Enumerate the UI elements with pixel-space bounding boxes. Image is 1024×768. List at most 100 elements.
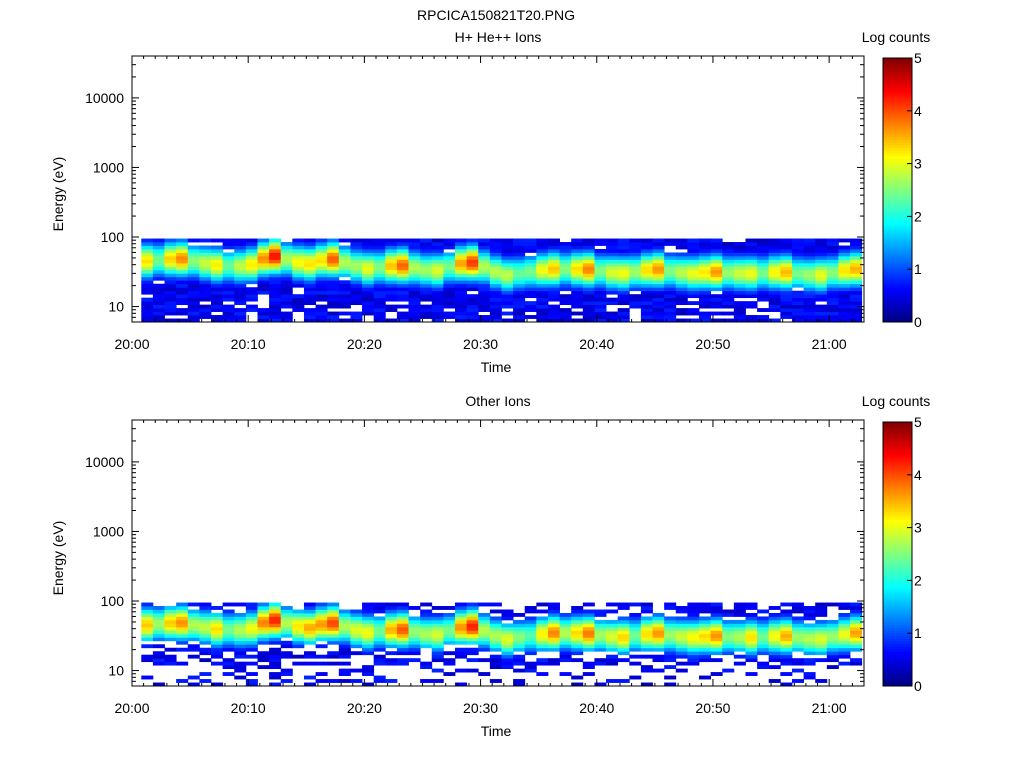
heatmap-cell: [176, 606, 189, 610]
heatmap-cell: [385, 609, 398, 614]
heatmap-cell: [745, 238, 758, 243]
heatmap-cell: [489, 315, 502, 319]
heatmap-cell: [222, 252, 235, 257]
heatmap-cell: [850, 294, 863, 299]
heatmap-cell: [396, 606, 409, 610]
heatmap-cell: [547, 280, 560, 285]
heatmap-cell: [362, 640, 375, 645]
heatmap-cell: [280, 283, 293, 288]
heatmap-cell: [199, 626, 212, 631]
heatmap-cell: [199, 640, 212, 645]
heatmap-cell: [524, 294, 537, 299]
heatmap-cell: [733, 283, 746, 288]
heatmap-cell: [710, 626, 723, 631]
heatmap-cell: [722, 245, 735, 250]
heatmap-cell: [396, 266, 409, 271]
heatmap-cell: [780, 245, 793, 250]
heatmap-cell: [513, 287, 526, 292]
heatmap-cell: [478, 252, 491, 257]
heatmap-cell: [408, 262, 421, 267]
heatmap-cell: [269, 308, 282, 312]
heatmap-cell: [327, 633, 340, 638]
heatmap-cell: [280, 259, 293, 264]
heatmap-cell: [571, 248, 584, 253]
heatmap-cell: [234, 616, 247, 621]
heatmap-cell: [338, 283, 351, 288]
heatmap-cell: [640, 266, 653, 271]
heatmap-cell: [664, 287, 677, 292]
heatmap-cell: [838, 612, 851, 617]
heatmap-cell: [838, 304, 851, 309]
heatmap-cell: [524, 665, 537, 670]
heatmap-cell: [524, 606, 537, 610]
heatmap-cell: [768, 301, 781, 306]
heatmap-cell: [245, 644, 258, 649]
heatmap-cell: [617, 626, 630, 631]
heatmap-cell: [826, 301, 839, 306]
heatmap-cell: [257, 262, 270, 267]
heatmap-cell: [408, 606, 421, 610]
heatmap-cell: [501, 318, 514, 323]
heatmap-cell: [234, 318, 247, 323]
heatmap-cell: [455, 654, 468, 659]
heatmap-cell: [791, 266, 804, 271]
heatmap-cell: [699, 630, 712, 635]
heatmap-cell: [152, 315, 165, 319]
heatmap-cell: [234, 647, 247, 652]
heatmap-cell: [791, 262, 804, 267]
heatmap-cell: [582, 640, 595, 645]
heatmap-cell: [385, 245, 398, 250]
heatmap-cell: [768, 242, 781, 246]
heatmap-cell: [396, 283, 409, 288]
heatmap-cell: [466, 297, 479, 302]
heatmap-cell: [768, 679, 781, 683]
heatmap-cell: [466, 255, 479, 260]
heatmap-cell: [640, 665, 653, 670]
heatmap-cell: [664, 262, 677, 267]
heatmap-cell: [280, 623, 293, 628]
heatmap-cell: [211, 238, 224, 243]
heatmap-cell: [745, 647, 758, 652]
heatmap-cell: [373, 252, 386, 257]
heatmap-cell: [373, 269, 386, 274]
heatmap-cell: [582, 311, 595, 316]
heatmap-cell: [757, 623, 770, 628]
heatmap-cell: [292, 609, 305, 614]
colorbar-segment: [883, 567, 912, 571]
heatmap-cell: [652, 294, 665, 299]
heatmap-cell: [791, 269, 804, 274]
heatmap-cell: [536, 252, 549, 257]
heatmap-cell: [187, 301, 200, 306]
heatmap-cell: [245, 637, 258, 642]
heatmap-cell: [292, 238, 305, 243]
heatmap-cell: [640, 644, 653, 649]
heatmap-cell: [489, 273, 502, 278]
heatmap-cell: [164, 269, 177, 274]
heatmap-cell: [815, 255, 828, 260]
heatmap-cell: [826, 280, 839, 285]
heatmap-cell: [850, 308, 863, 312]
heatmap-cell: [396, 602, 409, 607]
colorbar-segment: [883, 662, 912, 666]
heatmap-cell: [187, 294, 200, 299]
heatmap-cell: [303, 248, 316, 253]
heatmap-cell: [803, 297, 816, 302]
heatmap-cell: [478, 297, 491, 302]
heatmap-cell: [420, 661, 433, 666]
heatmap-cell: [803, 637, 816, 642]
heatmap-cell: [327, 259, 340, 264]
heatmap-cell: [722, 255, 735, 260]
heatmap-cell: [559, 245, 572, 250]
heatmap-cell: [408, 633, 421, 638]
heatmap-cell: [385, 619, 398, 624]
heatmap-cell: [745, 606, 758, 610]
heatmap-cell: [815, 630, 828, 635]
heatmap-cell: [733, 602, 746, 607]
heatmap-cell: [187, 245, 200, 250]
heatmap-cell: [815, 294, 828, 299]
heatmap-cell: [443, 612, 456, 617]
heatmap-cell: [780, 658, 793, 663]
heatmap-cell: [420, 311, 433, 316]
heatmap-cell: [257, 606, 270, 610]
heatmap-cell: [559, 269, 572, 274]
